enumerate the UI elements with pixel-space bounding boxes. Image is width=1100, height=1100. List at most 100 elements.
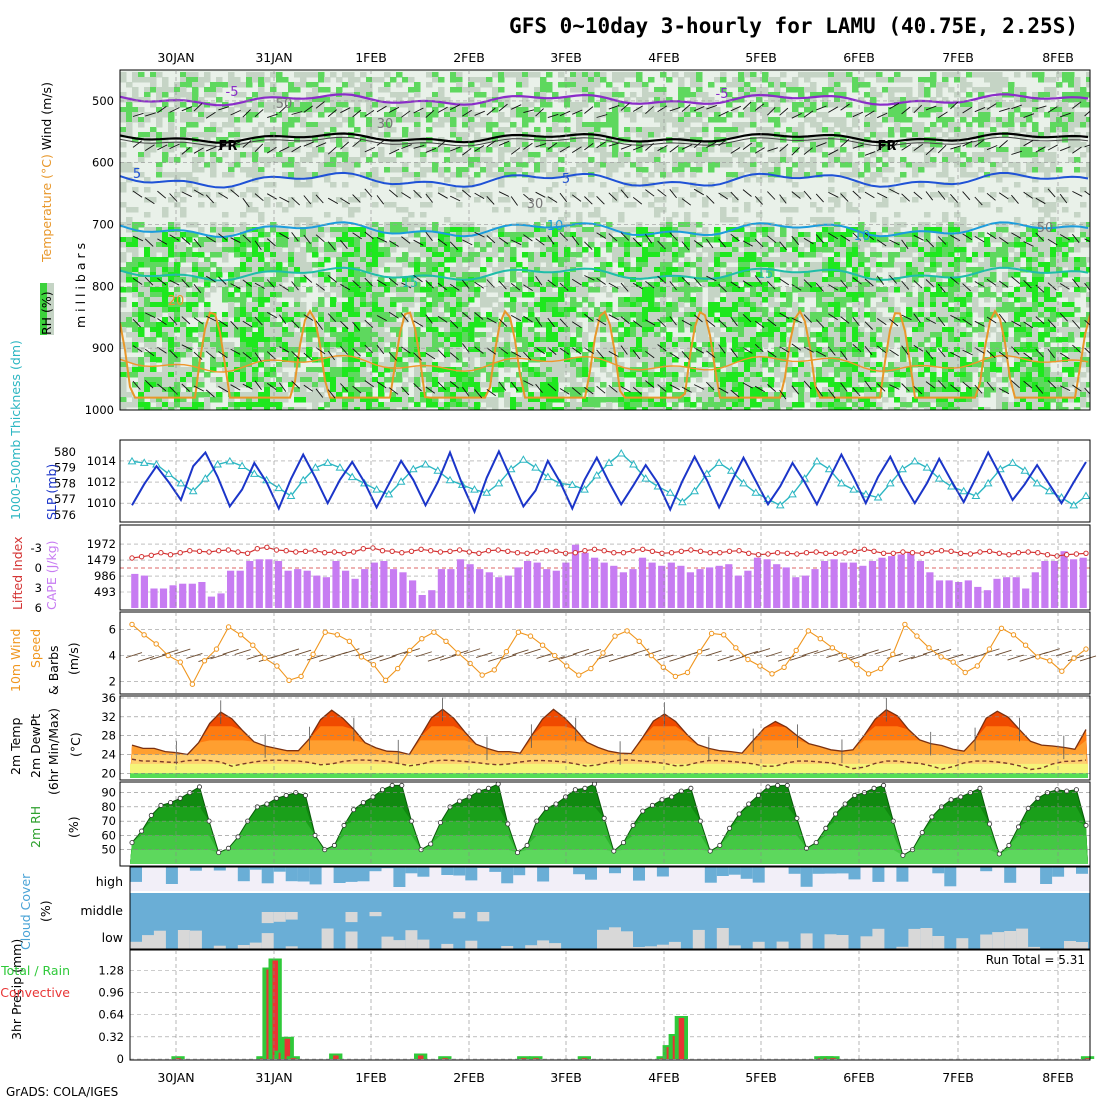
wind-barb [950, 276, 960, 285]
wind-barb [218, 385, 229, 393]
wind-barb [474, 281, 484, 289]
rh-axis-label: RH (%) [39, 291, 54, 335]
slp-line [131, 448, 1087, 515]
wind-barb [230, 320, 239, 330]
wind-barb [230, 348, 241, 355]
cloud-high-block [357, 867, 370, 882]
wind-barb [840, 103, 850, 111]
top-date-label: 4FEB [648, 50, 680, 65]
cape-bar [763, 559, 771, 608]
wind-barb [1060, 112, 1071, 118]
wind-barb [950, 101, 959, 110]
wind10m-point [817, 636, 823, 642]
lifted-index-point [331, 549, 338, 555]
dewpoint-axis-label: 2m DewPt [28, 714, 43, 778]
thickness-point [298, 475, 308, 484]
wind10m-point [443, 638, 449, 644]
rh2m-point [833, 811, 839, 817]
wind10m-point [853, 662, 860, 668]
wind-barb [254, 109, 264, 118]
wind10m-barb [246, 653, 263, 660]
cape-tick-label: 986 [94, 569, 116, 583]
wind10m-barb [548, 656, 565, 663]
bottom-date-label: 30JAN [157, 1070, 194, 1085]
rh2m-point [485, 785, 491, 791]
cloud-high-block [932, 867, 945, 874]
lifted-index-point [524, 550, 530, 556]
wind-barb [1060, 385, 1071, 392]
wind-barb [913, 234, 924, 241]
precip-convective-bar [272, 960, 278, 1059]
wind-barb [425, 280, 434, 289]
cloud-high-block [656, 867, 669, 877]
wind10m-point [829, 645, 836, 651]
wind-barb [840, 139, 850, 148]
thickness-point [775, 500, 785, 509]
lifted-index-point [929, 549, 935, 555]
wind-barb [718, 110, 729, 117]
cape-bar [1060, 551, 1068, 608]
wind-barb [340, 283, 351, 291]
wind-barb [498, 191, 510, 197]
wind10m-barb [500, 654, 517, 661]
wind-barb [925, 105, 937, 111]
wind-barb [986, 192, 996, 201]
contour-label: 5 [133, 167, 141, 182]
wind10m-point [552, 652, 558, 659]
wind-barb [266, 312, 278, 319]
wind-barb [315, 283, 325, 291]
wind10m-point [503, 649, 510, 655]
wind10m-barb [874, 648, 891, 655]
wind10m-point [298, 673, 304, 680]
wind-barb [1047, 188, 1056, 198]
rh2m-point [707, 848, 713, 854]
wind-barb [937, 236, 947, 245]
lifted-index-point [216, 548, 222, 554]
wind-barb [425, 147, 437, 153]
wind10m-barb [536, 653, 553, 659]
wind10m-point [648, 652, 654, 659]
wind-barb [584, 106, 594, 114]
lifted-index-point [861, 546, 868, 552]
cloud-middle-label: middle [80, 903, 123, 918]
wind-barb [266, 238, 276, 247]
wind-barb [169, 279, 180, 286]
rh2m-point [755, 792, 761, 798]
cape-axis-label: CAPE (J/kg) [44, 540, 59, 610]
wind-barb [1011, 232, 1022, 239]
rh2m-axis-label: 2m RH [28, 806, 43, 848]
wind10m-barb [765, 651, 783, 658]
wind-barb [571, 387, 581, 395]
cloud-low-block [153, 930, 166, 949]
wind-barb [242, 352, 252, 360]
lifted-index-point [302, 548, 309, 554]
rh2m-point [852, 792, 858, 798]
wind10m-point [684, 669, 691, 676]
rh2m-point [505, 821, 511, 827]
wind10m-tick-label: 4 [109, 649, 116, 663]
wind-barb [645, 106, 654, 115]
chart-title: GFS 0~10day 3-hourly for LAMU (40.75E, 2… [509, 14, 1078, 38]
wind-barb [510, 283, 521, 291]
rh2m-band [130, 849, 1088, 864]
wind-barb [1072, 146, 1082, 154]
wind10m-point [660, 664, 666, 670]
wind-barb [364, 277, 373, 287]
wind-barb [657, 384, 667, 392]
wind-barb [718, 319, 727, 328]
thickness-point [910, 456, 920, 465]
wind-barb [584, 275, 595, 281]
wind-barb [352, 139, 362, 148]
wind-barb [145, 112, 156, 117]
wind-barb [1011, 276, 1021, 285]
wind-barb [986, 350, 996, 359]
cape-bar [409, 580, 417, 608]
wind-barb [803, 346, 814, 353]
cape-bar [361, 569, 369, 608]
wind-barb [779, 194, 787, 204]
wind-barb [962, 381, 972, 390]
wind-barb [242, 279, 252, 287]
wind-barb [193, 147, 204, 154]
thickness-point [824, 464, 834, 473]
